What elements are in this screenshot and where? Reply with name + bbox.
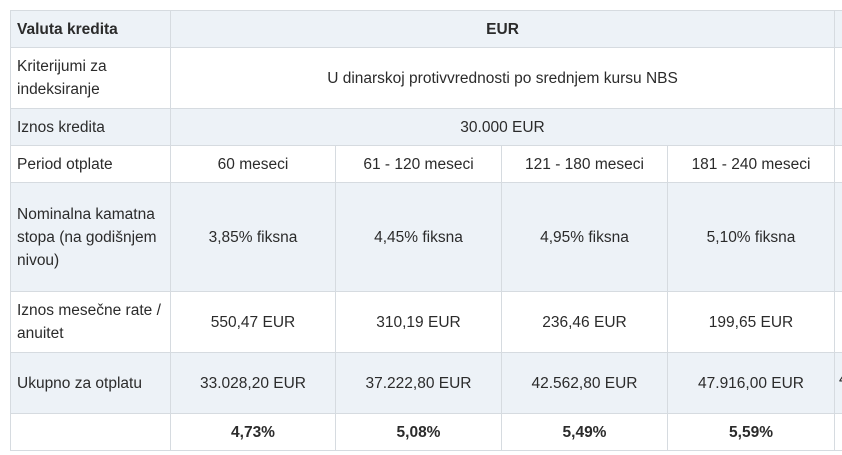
cell-overflow bbox=[834, 145, 842, 183]
rate-value: 4,45% fiksna bbox=[335, 182, 502, 292]
cell-overflow bbox=[834, 10, 842, 48]
row-period: Period otplate 60 meseci 61 - 120 meseci… bbox=[10, 145, 842, 183]
period-value: 181 - 240 meseci bbox=[666, 145, 836, 183]
total-value: 42.562,80 EUR bbox=[501, 352, 668, 414]
installment-value: 236,46 EUR bbox=[501, 291, 668, 353]
installment-value: 310,19 EUR bbox=[335, 291, 502, 353]
total-value: 33.028,20 EUR bbox=[170, 352, 336, 414]
label-valuta-kredita: Valuta kredita bbox=[10, 10, 171, 48]
total-value: 47.916,00 EUR bbox=[666, 352, 836, 414]
eks-value: 5,59% bbox=[666, 413, 836, 451]
label-installment: Iznos mesečne rate / anuitet bbox=[10, 291, 171, 353]
eks-value: 5,08% bbox=[335, 413, 502, 451]
loan-conditions-table: Valuta kredita EUR Kriterijumi za indeks… bbox=[10, 10, 842, 451]
row-indexation: Kriterijumi za indeksiranje U dinarskoj … bbox=[10, 47, 842, 109]
label-rate: Nominalna kamatna stopa (na godišnjem ni… bbox=[10, 182, 171, 292]
cell-overflow bbox=[834, 413, 842, 451]
period-value: 61 - 120 meseci bbox=[335, 145, 502, 183]
label-indexation: Kriterijumi za indeksiranje bbox=[10, 47, 171, 109]
row-eks: 4,73% 5,08% 5,49% 5,59% bbox=[10, 413, 842, 451]
cell-overflow bbox=[834, 182, 842, 292]
rate-value: 5,10% fiksna bbox=[666, 182, 836, 292]
row-amount: Iznos kredita 30.000 EUR bbox=[10, 108, 842, 146]
row-installment: Iznos mesečne rate / anuitet 550,47 EUR … bbox=[10, 291, 842, 353]
period-value: 121 - 180 meseci bbox=[501, 145, 668, 183]
label-total: Ukupno za otplatu bbox=[10, 352, 171, 414]
rate-value: 4,95% fiksna bbox=[501, 182, 668, 292]
installment-value: 550,47 EUR bbox=[170, 291, 336, 353]
label-eks bbox=[10, 413, 171, 451]
total-value: 37.222,80 EUR bbox=[335, 352, 502, 414]
row-total: Ukupno za otplatu 33.028,20 EUR 37.222,8… bbox=[10, 352, 842, 414]
row-rate: Nominalna kamatna stopa (na godišnjem ni… bbox=[10, 182, 842, 292]
clipped-total-value: 4 bbox=[839, 368, 842, 391]
installment-value: 199,65 EUR bbox=[666, 291, 836, 353]
rate-value: 3,85% fiksna bbox=[170, 182, 336, 292]
indexation-value: U dinarskoj protivvrednosti po srednjem … bbox=[169, 47, 836, 109]
period-value: 60 meseci bbox=[170, 145, 336, 183]
cell-overflow bbox=[834, 291, 842, 353]
cell-overflow bbox=[834, 108, 842, 146]
row-currency: Valuta kredita EUR bbox=[10, 10, 842, 48]
amount-value: 30.000 EUR bbox=[169, 108, 836, 146]
eks-value: 4,73% bbox=[170, 413, 336, 451]
label-period: Period otplate bbox=[10, 145, 171, 183]
cell-overflow bbox=[834, 47, 842, 109]
eks-value: 5,49% bbox=[501, 413, 668, 451]
currency-value: EUR bbox=[169, 10, 836, 48]
cell-overflow: 4 bbox=[834, 352, 842, 414]
label-amount: Iznos kredita bbox=[10, 108, 171, 146]
